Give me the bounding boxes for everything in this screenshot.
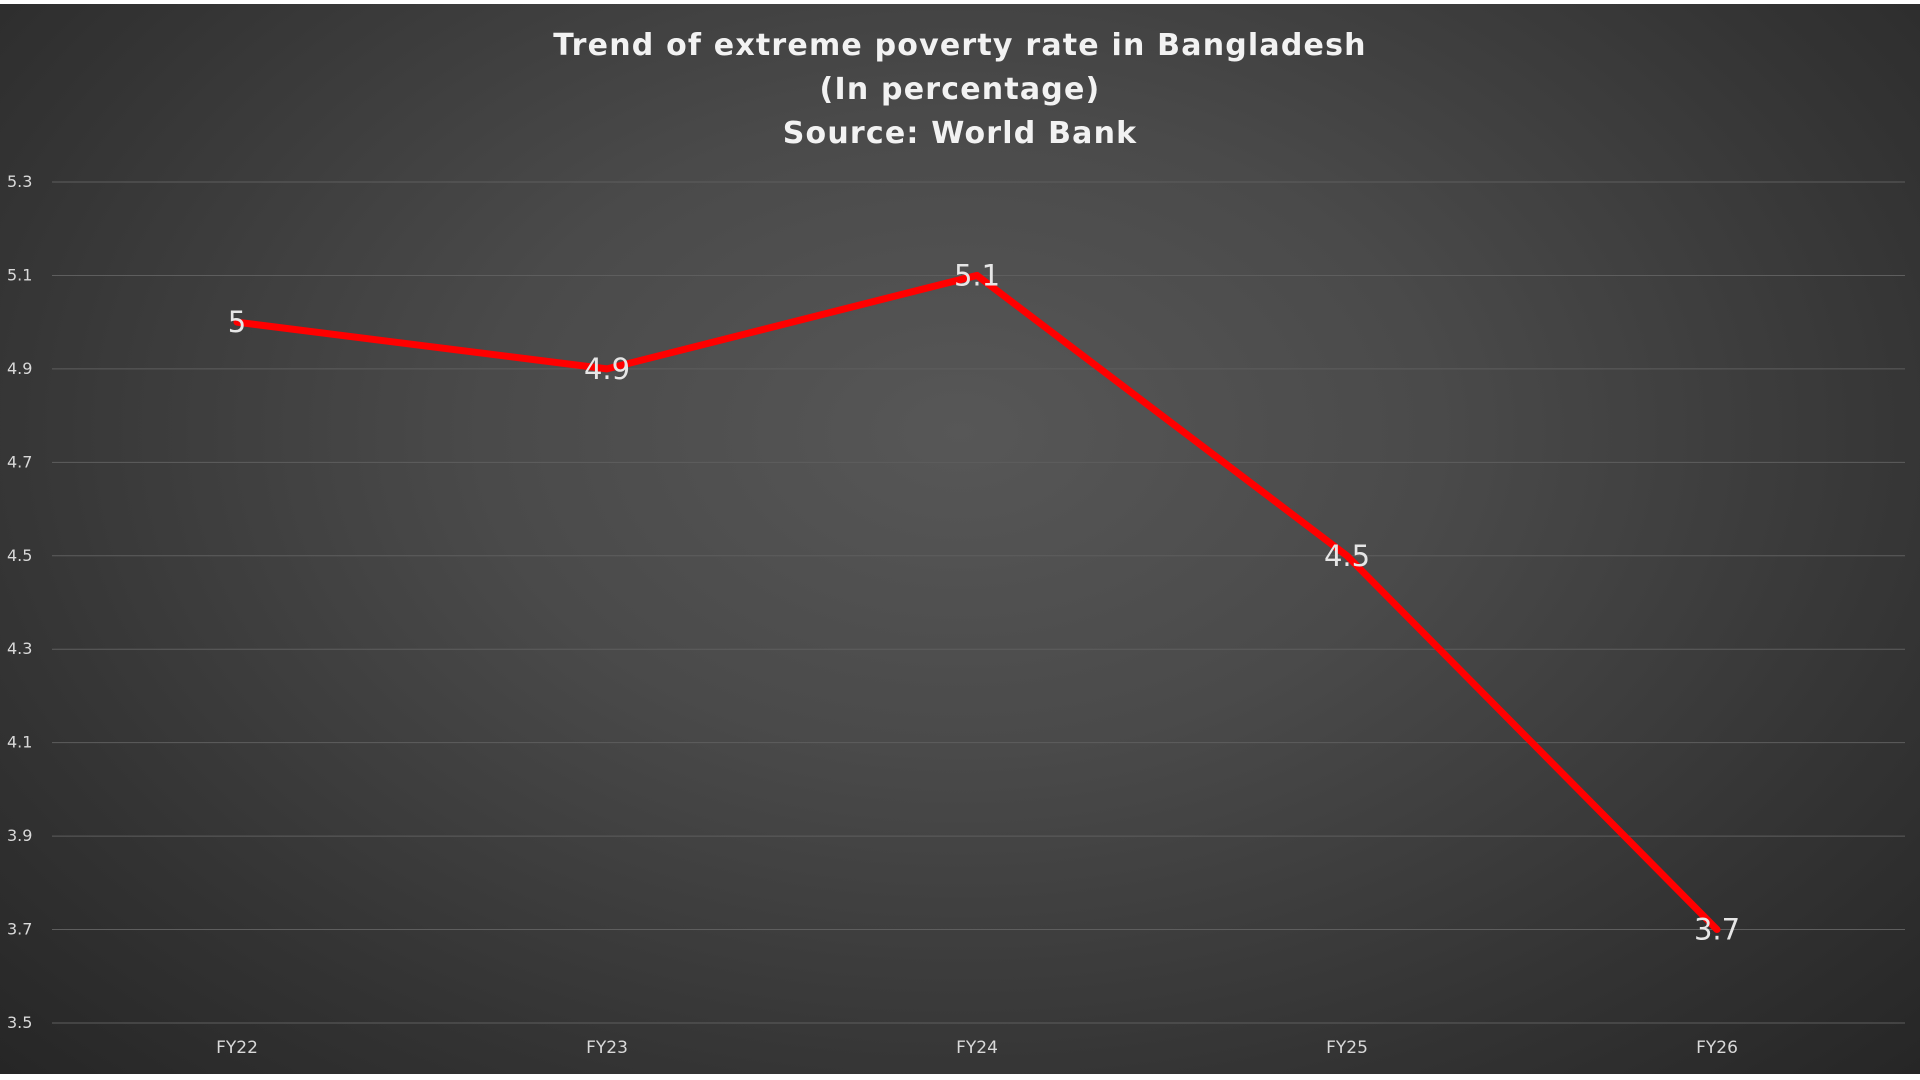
- y-tick-label: 4.7: [7, 452, 32, 471]
- series-line: [233, 271, 1721, 934]
- y-tick-label: 3.5: [7, 1013, 32, 1032]
- chart-title-line-1: Trend of extreme poverty rate in Banglad…: [553, 28, 1367, 63]
- chart-title-line-3: Source: World Bank: [782, 116, 1138, 151]
- y-tick-label: 5.3: [7, 172, 32, 191]
- y-tick-label: 5.1: [7, 265, 32, 284]
- data-label: 4.9: [584, 352, 630, 386]
- chart-title-line-2: (In percentage): [819, 72, 1101, 107]
- x-tick-label: FY23: [586, 1038, 628, 1058]
- data-point: [234, 319, 240, 326]
- x-tick-label: FY22: [216, 1038, 258, 1058]
- data-label: 5: [228, 305, 246, 339]
- x-tick-label: FY25: [1326, 1038, 1368, 1058]
- data-point: [1344, 552, 1350, 559]
- chart-title: Trend of extreme poverty rate in Banglad…: [0, 24, 1920, 156]
- line-chart: 3.5 3.7 3.9 4.1 4.3 4.5 4.7 4.9 5.1 5.3 FY22 FY23 FY…: [7, 172, 1905, 1058]
- data-label: 5.1: [954, 258, 1000, 292]
- y-tick-label: 4.9: [7, 359, 32, 378]
- x-tick-label: FY26: [1696, 1038, 1738, 1058]
- y-tick-label: 4.5: [7, 546, 32, 565]
- data-label: 4.5: [1324, 539, 1370, 573]
- chart-area: Trend of extreme poverty rate in Banglad…: [0, 4, 1920, 1074]
- y-tick-label: 3.9: [7, 826, 32, 845]
- y-tick-label: 3.7: [7, 920, 32, 939]
- data-point: [974, 272, 980, 279]
- y-tick-label: 4.1: [7, 733, 32, 752]
- data-point: [604, 365, 610, 372]
- y-tick-label: 4.3: [7, 639, 32, 658]
- data-label: 3.7: [1694, 913, 1740, 947]
- x-tick-label: FY24: [956, 1038, 998, 1058]
- data-point: [1714, 926, 1720, 933]
